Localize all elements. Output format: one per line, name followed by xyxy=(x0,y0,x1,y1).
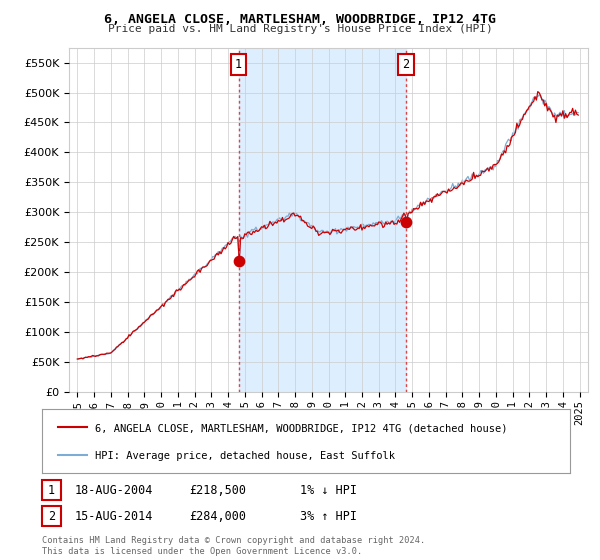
Text: £218,500: £218,500 xyxy=(189,483,246,497)
Text: 18-AUG-2004: 18-AUG-2004 xyxy=(75,483,154,497)
Text: 15-AUG-2014: 15-AUG-2014 xyxy=(75,510,154,523)
Text: Contains HM Land Registry data © Crown copyright and database right 2024.
This d: Contains HM Land Registry data © Crown c… xyxy=(42,536,425,556)
Bar xyxy=(239,48,406,392)
Point xyxy=(234,256,244,265)
Text: 3% ↑ HPI: 3% ↑ HPI xyxy=(300,510,357,523)
Text: 2: 2 xyxy=(403,58,410,71)
Text: 6, ANGELA CLOSE, MARTLESHAM, WOODBRIDGE, IP12 4TG (detached house): 6, ANGELA CLOSE, MARTLESHAM, WOODBRIDGE,… xyxy=(95,423,508,433)
Text: 6, ANGELA CLOSE, MARTLESHAM, WOODBRIDGE, IP12 4TG: 6, ANGELA CLOSE, MARTLESHAM, WOODBRIDGE,… xyxy=(104,13,496,26)
Text: HPI: Average price, detached house, East Suffolk: HPI: Average price, detached house, East… xyxy=(95,451,395,461)
Text: 1% ↓ HPI: 1% ↓ HPI xyxy=(300,483,357,497)
Text: 2: 2 xyxy=(48,510,55,523)
Text: Price paid vs. HM Land Registry's House Price Index (HPI): Price paid vs. HM Land Registry's House … xyxy=(107,24,493,34)
Text: 1: 1 xyxy=(235,58,242,71)
Point xyxy=(401,217,411,226)
Text: 1: 1 xyxy=(48,483,55,497)
Text: £284,000: £284,000 xyxy=(189,510,246,523)
